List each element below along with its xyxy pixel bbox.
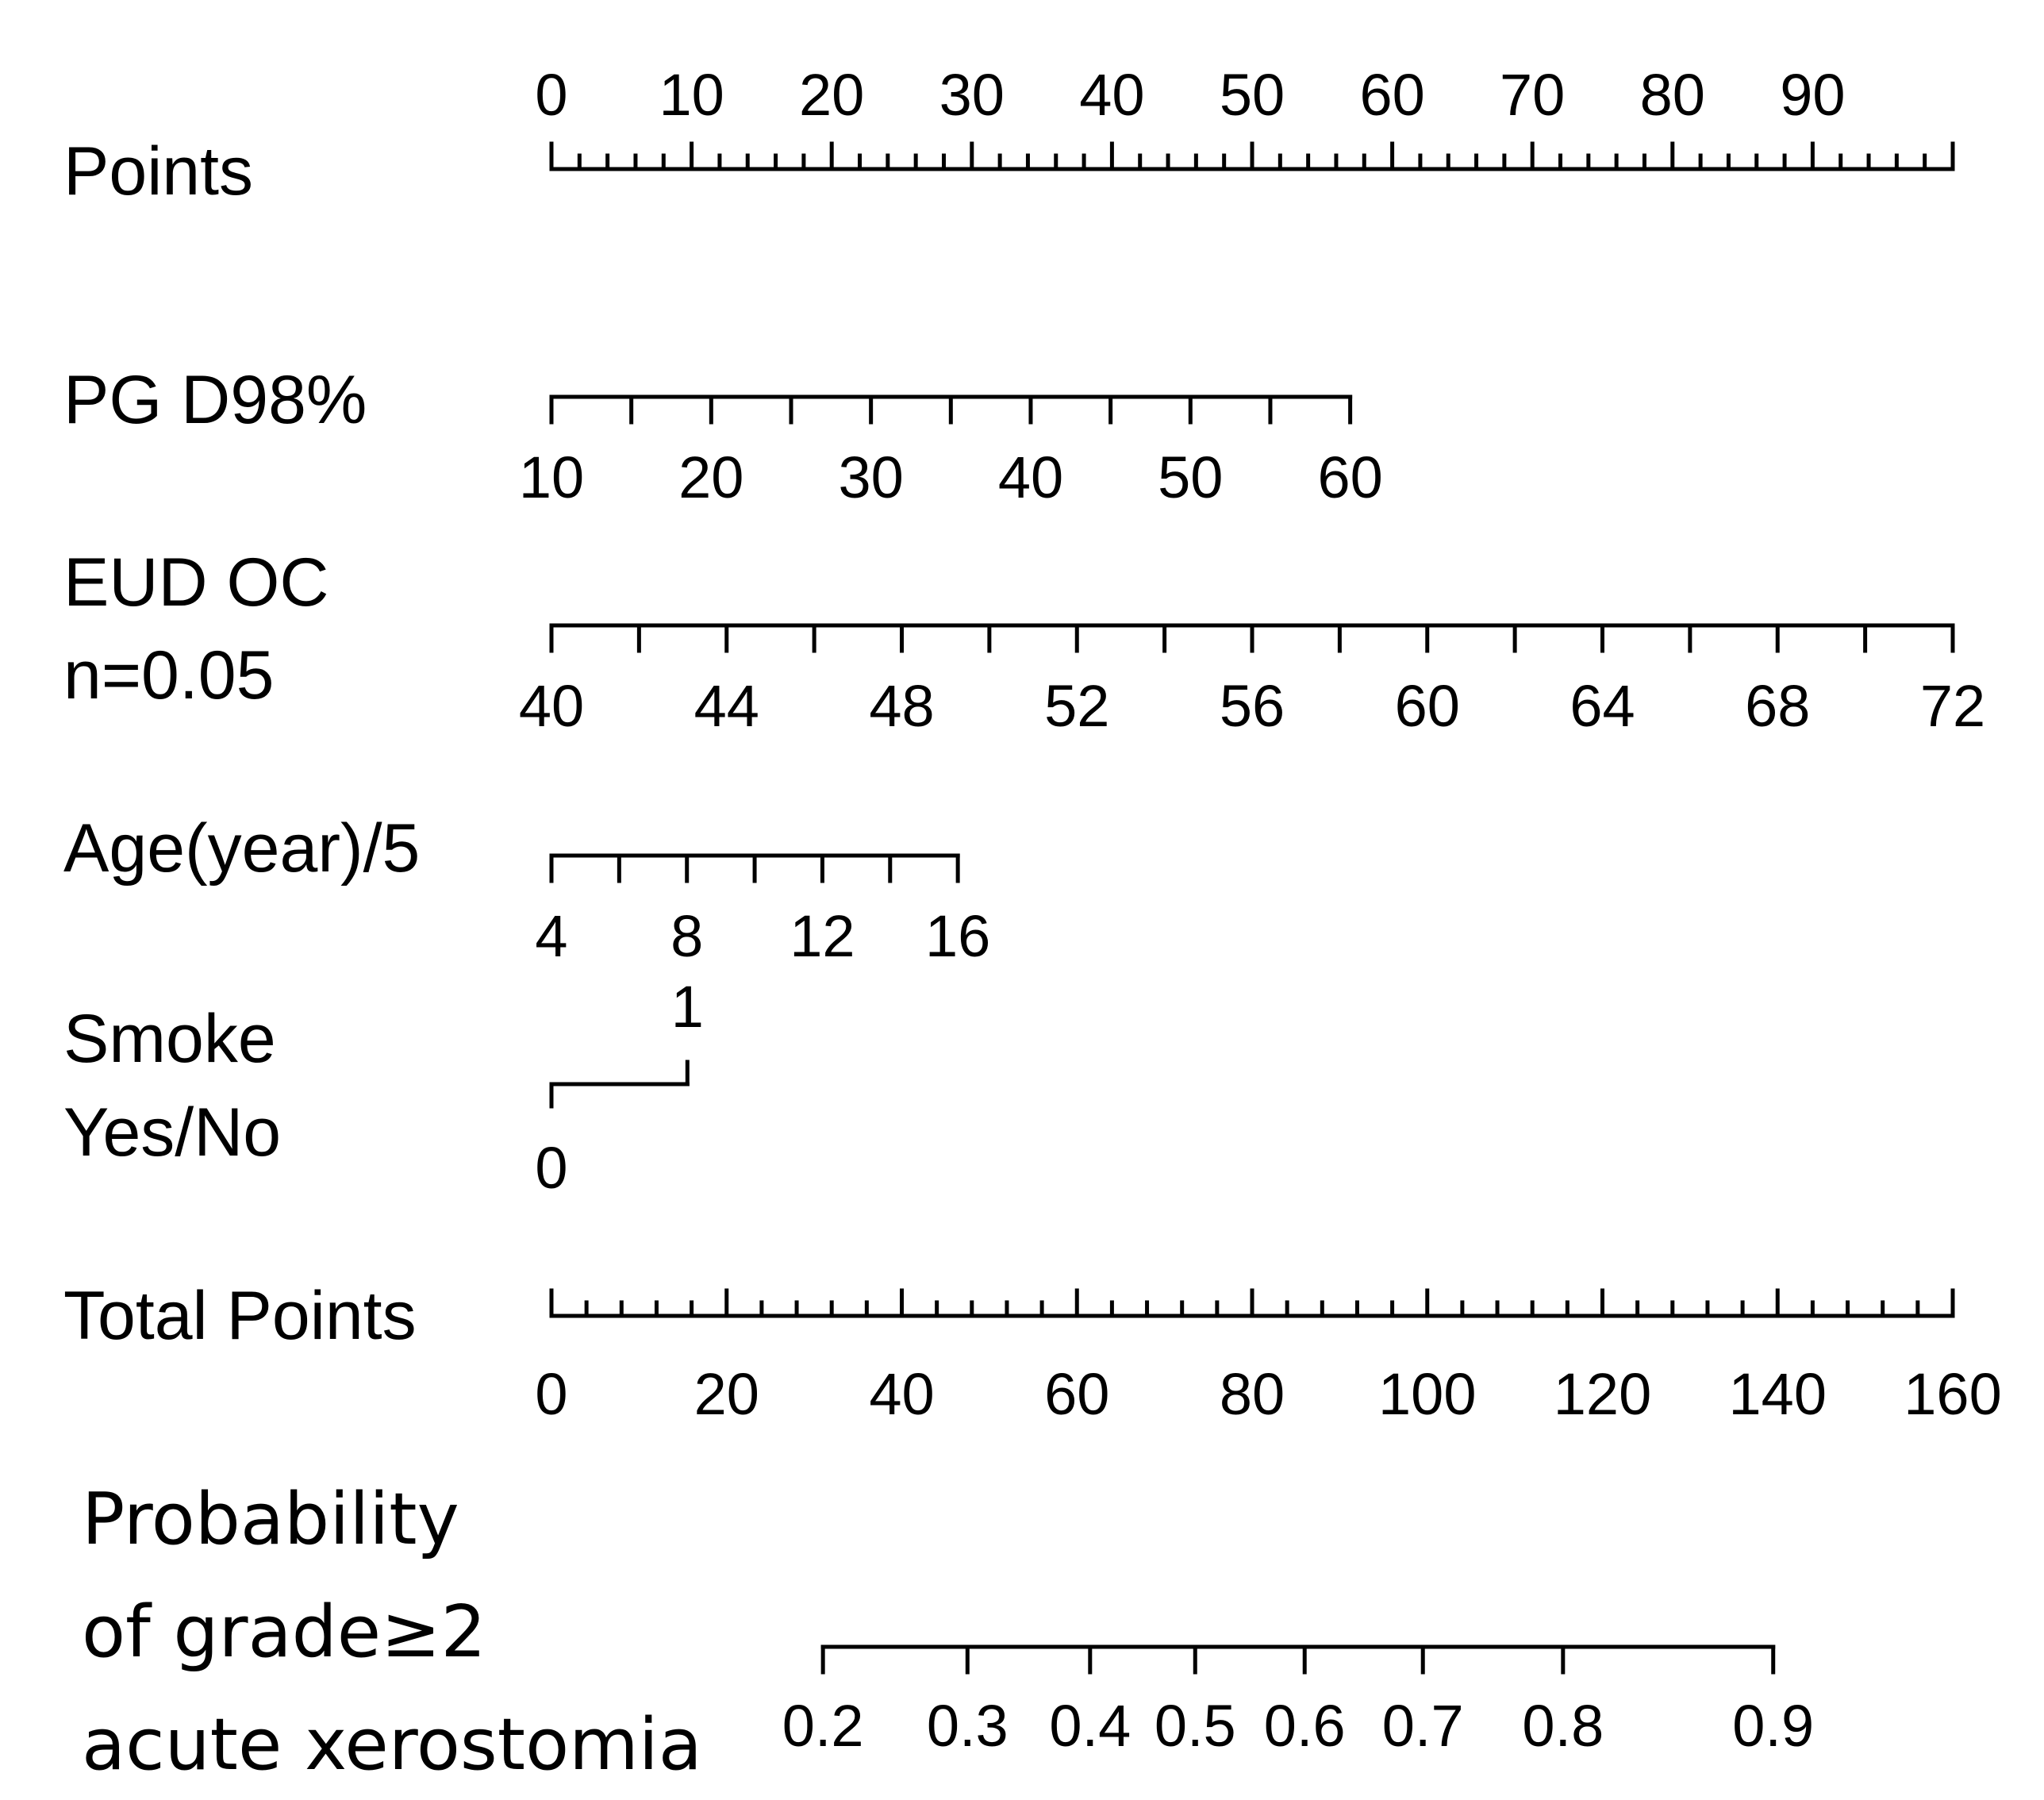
- tick-label: 30: [939, 62, 1005, 128]
- tick-label: 12: [790, 903, 855, 969]
- tick-label: 160: [1904, 1361, 2001, 1427]
- row-label-line: Probability: [82, 1478, 459, 1561]
- tick-label: 40: [998, 444, 1063, 510]
- tick-label: 72: [1920, 673, 1985, 739]
- row-label-age: Age(year)/5: [63, 810, 420, 887]
- tick-label: 40: [869, 1361, 934, 1427]
- tick-label: 80: [1220, 1361, 1285, 1427]
- axis-probability: 0.2 0.3 0.4 0.5 0.6 0.7 0.8 0.9: [782, 1644, 1814, 1759]
- tick-label: 20: [678, 444, 743, 510]
- tick-label: 10: [659, 62, 724, 128]
- row-labels: Points PG D98% EUD OC n=0.05 Age(year)/5 Smok…: [63, 133, 702, 1787]
- tick-label: 10: [519, 444, 584, 510]
- tick-label: 0.6: [1264, 1693, 1346, 1759]
- tick-label: 60: [1359, 62, 1424, 128]
- axis-pg-d98: 10 20 30 40 50 60: [519, 394, 1383, 510]
- tick-label: 50: [1158, 444, 1223, 510]
- tick-label: 52: [1044, 673, 1109, 739]
- row-label-line: Points: [63, 133, 253, 210]
- level-label-0: 0: [535, 1135, 567, 1201]
- tick-label: 44: [694, 673, 759, 739]
- row-label-line: EUD OC: [63, 544, 328, 621]
- tick-label: 0: [535, 62, 567, 128]
- row-label-line: Age(year)/5: [63, 810, 420, 887]
- tick-label: 140: [1729, 1361, 1827, 1427]
- level-label-1: 1: [671, 974, 704, 1040]
- row-label-line: PG D98%: [63, 362, 367, 438]
- tick-label: 0: [535, 1361, 567, 1427]
- tick-label: 0.5: [1155, 1693, 1236, 1759]
- tick-label: 0.3: [927, 1693, 1009, 1759]
- tick-label: 100: [1378, 1361, 1476, 1427]
- tick-label: 20: [694, 1361, 759, 1427]
- axis-total-points: 0 20 40 60 80 100 120 140 160: [535, 1288, 2002, 1427]
- tick-label: 40: [1079, 62, 1144, 128]
- row-label-line: Yes/No: [63, 1094, 281, 1171]
- row-label-line: of grade≥2: [82, 1590, 486, 1674]
- row-label-line: n=0.05: [63, 637, 274, 713]
- tick-label: 30: [838, 444, 903, 510]
- tick-label: 0.4: [1049, 1693, 1131, 1759]
- tick-label: 60: [1395, 673, 1460, 739]
- row-label-pg-d98: PG D98%: [63, 362, 367, 438]
- axis-smoke: 01: [535, 974, 703, 1201]
- row-label-line: Total Points: [63, 1278, 417, 1354]
- tick-label: 4: [535, 903, 567, 969]
- row-label-smoke: Smoke Yes/No: [63, 1001, 281, 1171]
- tick-label: 16: [925, 903, 990, 969]
- row-label-total-points: Total Points: [63, 1278, 417, 1354]
- row-label-eud-oc: EUD OC n=0.05: [63, 544, 328, 713]
- row-label-points: Points: [63, 133, 253, 210]
- axis-eud-oc: 40 44 48 52 56 60 64 68 72: [519, 623, 1985, 739]
- tick-label: 120: [1554, 1361, 1651, 1427]
- row-label-probability: Probability of grade≥2 acute xerostomia: [82, 1478, 702, 1787]
- tick-label: 48: [869, 673, 934, 739]
- tick-label: 60: [1317, 444, 1382, 510]
- axis-age: 4 8 12 16: [535, 853, 990, 969]
- tick-label: 40: [519, 673, 584, 739]
- row-label-line: Smoke: [63, 1001, 276, 1077]
- tick-label: 60: [1044, 1361, 1109, 1427]
- tick-label: 8: [670, 903, 703, 969]
- tick-label: 0.2: [782, 1693, 864, 1759]
- tick-label: 0.8: [1522, 1693, 1604, 1759]
- tick-label: 80: [1640, 62, 1705, 128]
- tick-label: 0.7: [1382, 1693, 1464, 1759]
- tick-label: 56: [1220, 673, 1285, 739]
- tick-label: 70: [1500, 62, 1565, 128]
- tick-label: 64: [1570, 673, 1635, 739]
- tick-label: 20: [799, 62, 864, 128]
- row-label-line: acute xerostomia: [82, 1703, 702, 1787]
- tick-label: 50: [1220, 62, 1285, 128]
- axis-points: 0 10 20 30 40 50 60 70 80 90: [535, 62, 1955, 171]
- tick-label: 90: [1780, 62, 1845, 128]
- tick-label: 0.9: [1732, 1693, 1814, 1759]
- tick-label: 68: [1745, 673, 1810, 739]
